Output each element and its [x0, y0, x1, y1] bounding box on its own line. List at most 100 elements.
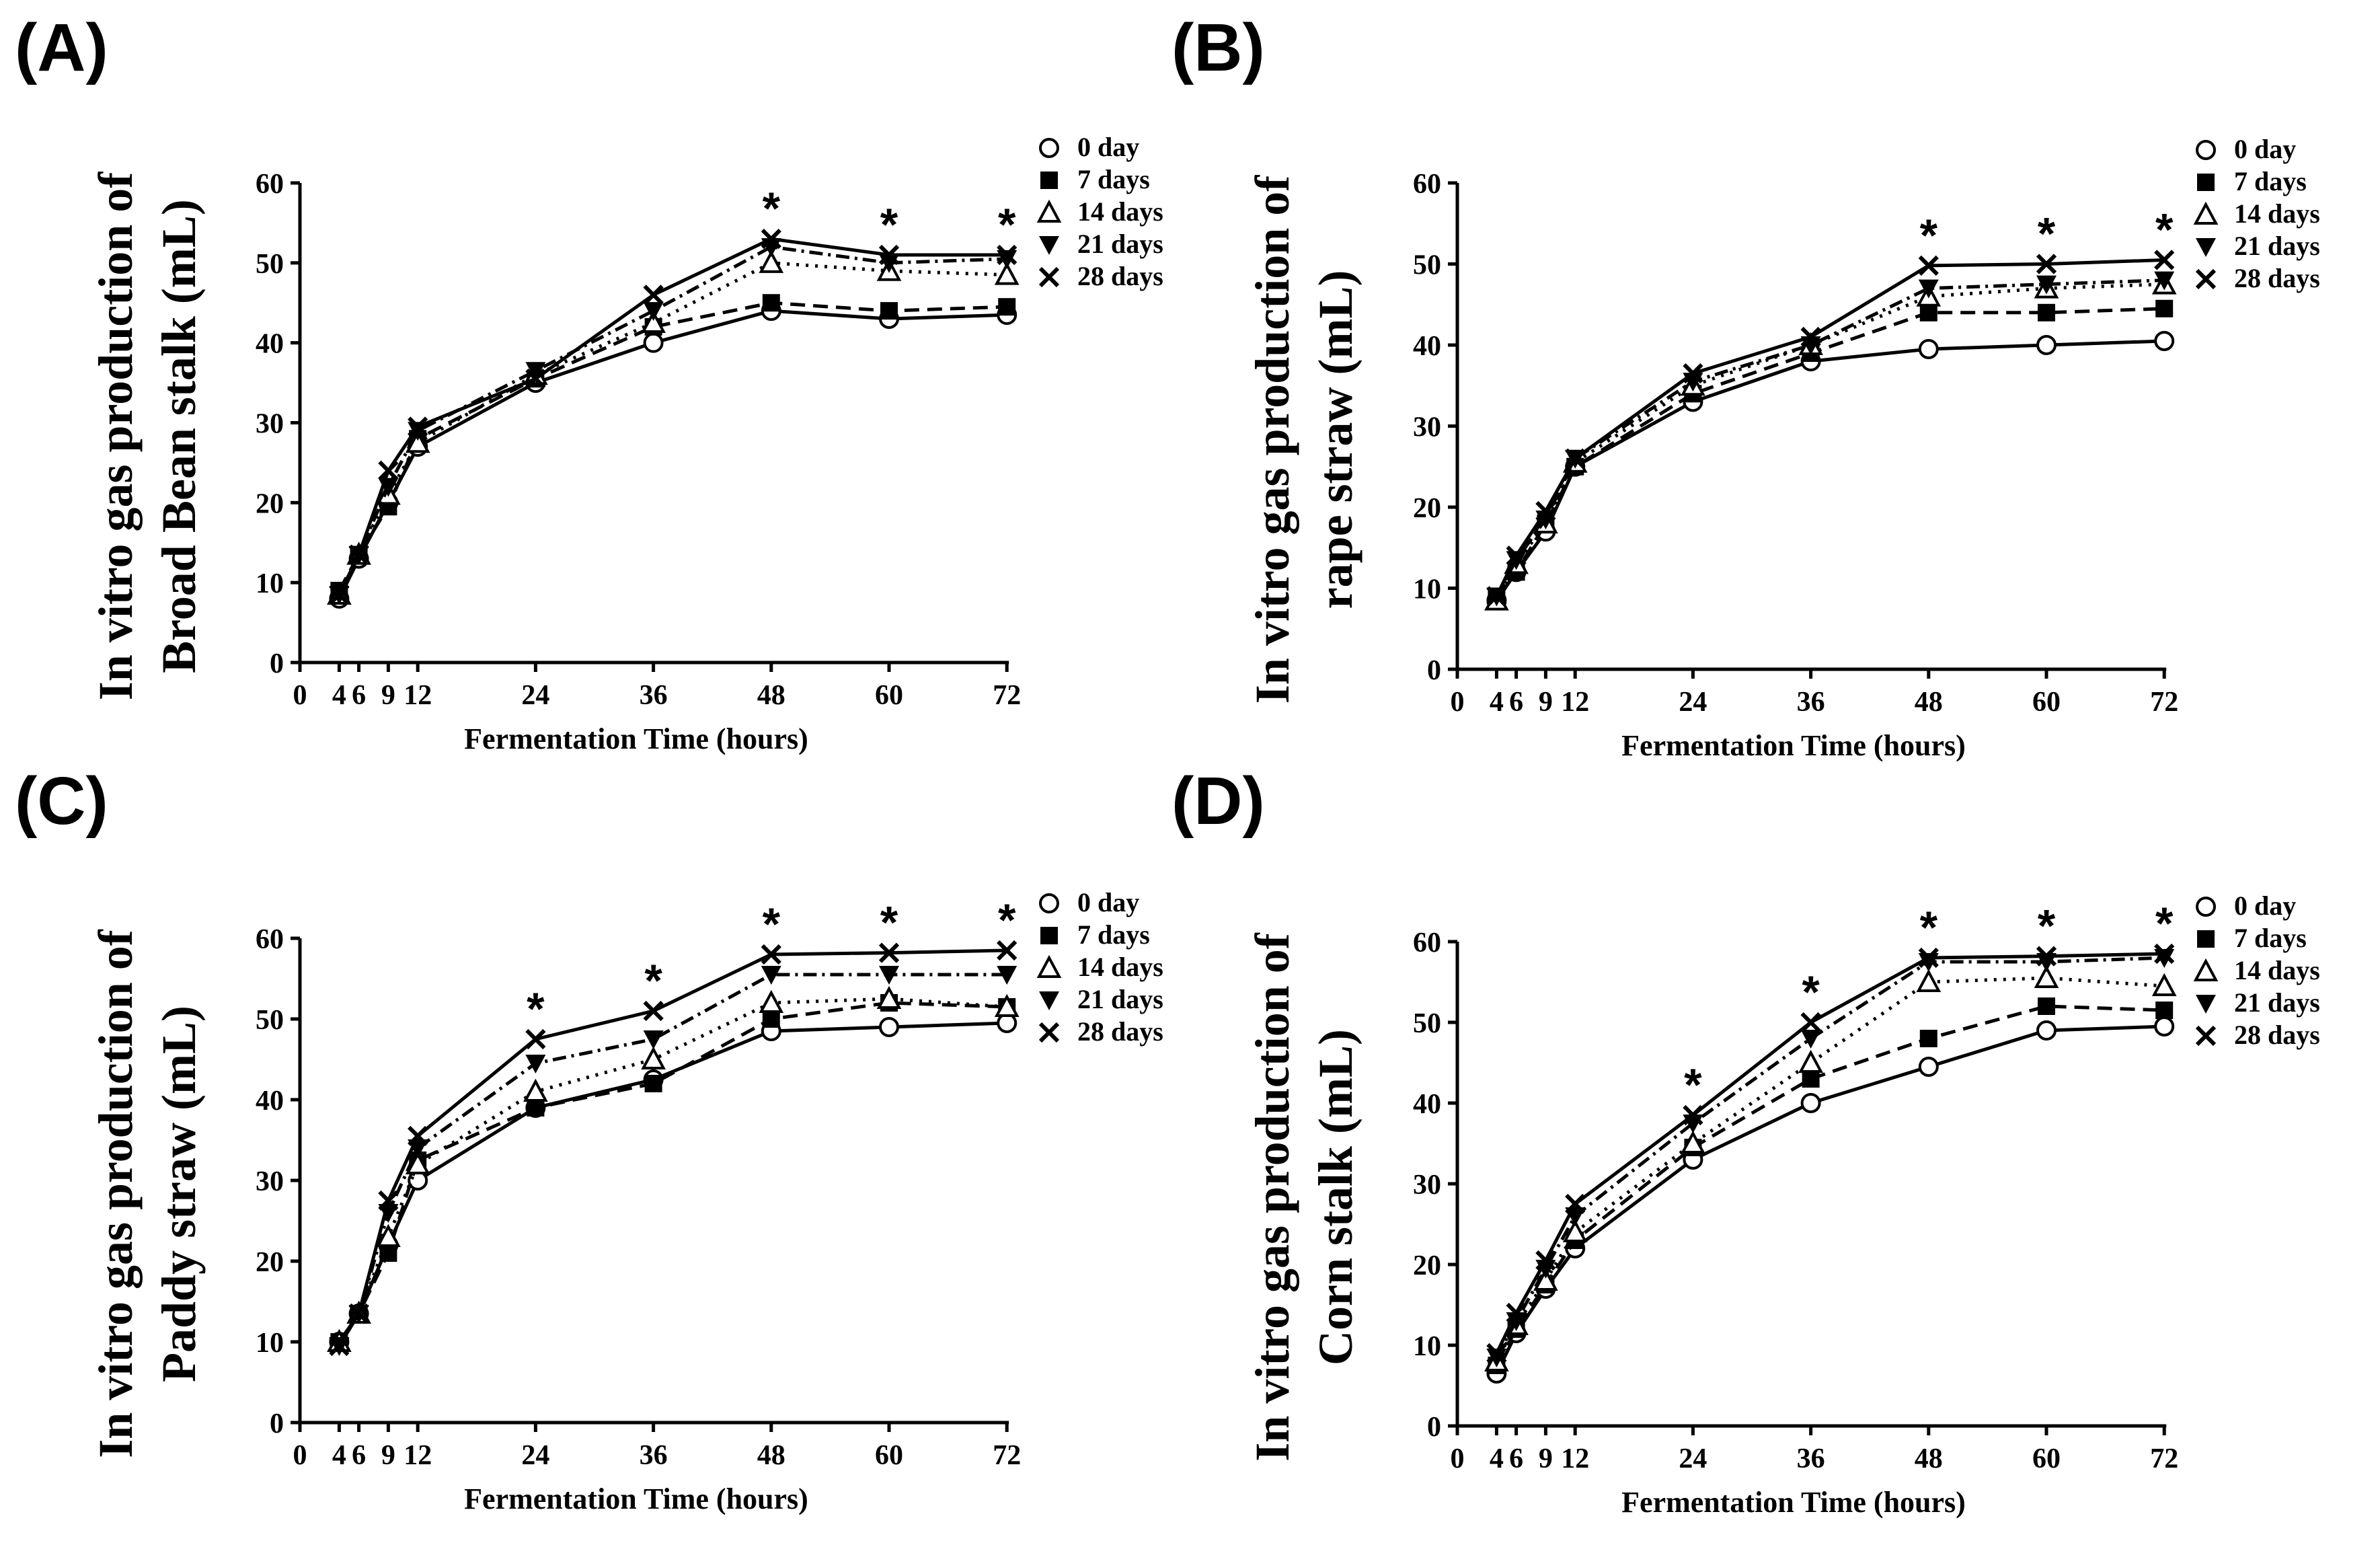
x-tick-label: 72 [993, 1440, 1021, 1471]
data-point [1918, 947, 1939, 969]
series-14-days [327, 250, 1020, 605]
data-point [525, 369, 546, 389]
data-point [329, 584, 350, 605]
legend-label: 28 days [1077, 1016, 1163, 1047]
data-point [1800, 1093, 1821, 1113]
data-point [761, 229, 781, 250]
y-axis-title-line2: Paddy straw (mL) [152, 1006, 206, 1382]
data-point [643, 1030, 664, 1049]
data-point [1535, 500, 1556, 522]
panel-label: (C) [15, 763, 108, 839]
series-28-days [329, 940, 1018, 1357]
legend-label: 14 days [1077, 196, 1163, 227]
data-point [994, 993, 1020, 1017]
significance-star: * [998, 895, 1016, 946]
data-point [525, 362, 546, 381]
y-tick-label: 30 [1413, 412, 1441, 443]
legend-marker [2196, 897, 2216, 917]
x-tick-label: 60 [2032, 687, 2061, 718]
x-tick-label: 36 [1797, 687, 1825, 718]
x-tick-label: 12 [1561, 1443, 1589, 1474]
x-tick-label: 6 [1509, 1443, 1523, 1474]
series-line [1495, 282, 2165, 601]
data-point [525, 1028, 546, 1050]
x-tick-label: 24 [521, 680, 549, 711]
series-line [338, 973, 1007, 1347]
legend-marker [1036, 954, 1062, 978]
data-point [759, 989, 784, 1013]
data-point [997, 940, 1018, 961]
data-point [1683, 363, 1703, 384]
legend-label: 14 days [2234, 198, 2320, 229]
x-tick-label: 6 [1509, 687, 1523, 718]
data-point [1800, 1030, 1821, 1049]
series-line [1495, 976, 2165, 1363]
data-point [997, 244, 1018, 266]
data-point [1919, 1030, 1937, 1047]
data-point [1562, 1219, 1588, 1242]
significance-star: * [2155, 898, 2174, 949]
significance-star: * [880, 199, 898, 250]
data-point [1918, 255, 1939, 276]
data-point [644, 1075, 662, 1092]
significance-star: * [527, 983, 545, 1034]
data-point [2036, 1020, 2057, 1041]
y-axis-title-line1: In vitro gas production of [1245, 932, 1299, 1461]
data-point [1802, 1070, 1820, 1088]
data-point [1506, 551, 1527, 570]
x-tick-label: 9 [381, 1440, 395, 1471]
legend-marker [2196, 140, 2216, 160]
series-line [338, 245, 1007, 596]
data-point [1486, 586, 1507, 607]
significance-star: * [1684, 1059, 1702, 1110]
legend-marker [1040, 927, 1058, 944]
y-tick-label: 40 [1413, 331, 1441, 362]
y-axis-title-line2: Broad Bean stalk (mL) [152, 199, 206, 673]
x-tick-label: 4 [1490, 1443, 1504, 1474]
data-point [643, 302, 664, 322]
x-tick-label: 6 [352, 680, 366, 711]
x-tick-label: 36 [1797, 1443, 1825, 1474]
y-tick-label: 10 [256, 568, 284, 599]
x-tick-label: 72 [2150, 1443, 2178, 1474]
x-axis-title: Fermentation Time (hours) [1621, 1486, 1966, 1519]
y-tick-label: 20 [1413, 493, 1441, 524]
series-7-days [1488, 997, 2174, 1374]
significance-star: * [2038, 209, 2056, 260]
legend-label: 0 day [2234, 891, 2296, 921]
data-point [1486, 1349, 1507, 1367]
x-tick-label: 72 [2150, 687, 2178, 718]
x-tick-label: 12 [1561, 687, 1589, 718]
series-line [1495, 952, 2165, 1355]
y-tick-label: 30 [256, 409, 284, 440]
data-point [876, 985, 902, 1009]
y-tick-label: 30 [1413, 1170, 1441, 1201]
x-tick-label: 9 [381, 680, 395, 711]
y-tick-label: 30 [256, 1166, 284, 1197]
y-axis-title-line1: In vitro gas production of [89, 929, 143, 1458]
data-point [378, 1190, 399, 1211]
data-point [2036, 946, 2057, 967]
x-tick-label: 48 [757, 1440, 785, 1471]
legend-marker [2195, 1025, 2217, 1047]
series-line [338, 237, 1007, 596]
panel-label: (A) [15, 10, 108, 85]
series-line [1495, 278, 2165, 597]
data-point [997, 966, 1018, 985]
y-tick-label: 60 [1413, 928, 1441, 958]
y-axis-title-line2: Corn stalk (mL) [1309, 1029, 1362, 1365]
data-point [2154, 330, 2175, 351]
data-point [1683, 1104, 1703, 1126]
data-point [1798, 1049, 1823, 1073]
series-28-days [1486, 250, 2175, 607]
data-point [994, 262, 1020, 285]
series-line [338, 948, 1007, 1347]
data-point [762, 294, 780, 312]
data-point [641, 309, 666, 333]
panel-label: (D) [1172, 763, 1265, 839]
data-point [1800, 326, 1821, 348]
chart-panel-d: (D) In vitro gas production of Corn stalk … [1172, 763, 2320, 1519]
series-line [1495, 307, 2165, 598]
